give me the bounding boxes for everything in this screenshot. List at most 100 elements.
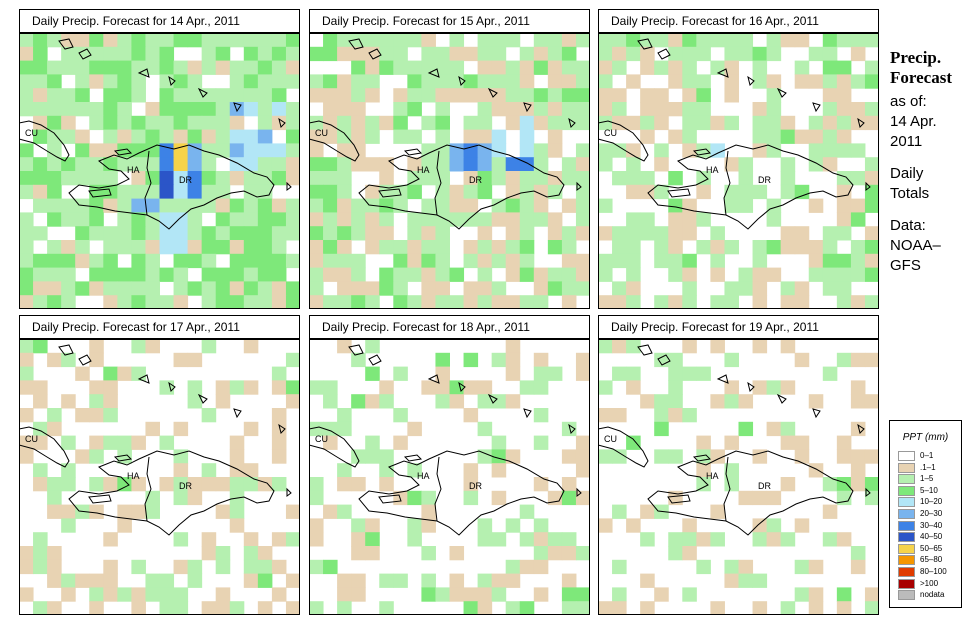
precip-cell [738, 267, 754, 282]
legend-swatch [898, 532, 915, 543]
precip-cell [351, 546, 366, 561]
precip-cell [752, 490, 768, 506]
coastline-cuba [309, 426, 360, 468]
precip-cell [598, 143, 613, 158]
precip-cell [337, 171, 352, 186]
precip-cell [640, 504, 655, 519]
precip-cell [285, 129, 300, 144]
precip-cell [257, 253, 273, 269]
precip-cell [285, 115, 300, 131]
precip-cell [33, 546, 48, 561]
precip-cell [533, 198, 549, 213]
precip-cell [463, 352, 479, 368]
precip-cell [561, 171, 577, 186]
legend-item: 30–40 [898, 520, 960, 532]
precip-cell [103, 74, 118, 89]
precip-cell [145, 226, 160, 241]
precip-cell [229, 477, 245, 492]
precip-cell [864, 115, 879, 131]
precip-cell [117, 226, 132, 241]
precip-cell [668, 226, 683, 241]
precip-cell [850, 143, 866, 158]
precip-cell [145, 587, 160, 602]
precip-cell [421, 490, 436, 506]
precip-cell [89, 380, 104, 395]
precip-cell [780, 295, 796, 309]
precip-cell [229, 129, 245, 144]
precip-cell [33, 102, 48, 117]
precip-cell [271, 171, 287, 186]
precip-cell [131, 171, 146, 186]
precip-cell [421, 74, 436, 89]
precip-cell [724, 240, 739, 255]
precip-cell [351, 74, 366, 89]
precip-cell [766, 212, 782, 227]
precip-cell [103, 477, 118, 492]
precip-cell [477, 267, 493, 282]
precip-cell [738, 490, 754, 506]
label-ha: HA [417, 165, 430, 175]
precip-cell [612, 587, 627, 602]
precip-cell [533, 88, 549, 103]
coastline-cuba [19, 120, 70, 162]
precip-cell [724, 352, 739, 368]
precip-cell [612, 366, 627, 381]
legend-label: 10–20 [920, 497, 943, 507]
precip-cell [407, 226, 422, 241]
precip-cell [117, 212, 132, 227]
precip-cell [337, 226, 352, 241]
precip-cell [285, 394, 300, 409]
precip-cell [379, 601, 394, 615]
precip-cell [407, 532, 422, 547]
precip-cell [575, 143, 590, 158]
precip-cell [463, 184, 479, 200]
precip-cell [794, 587, 810, 602]
precip-cell [379, 157, 394, 172]
precip-cell [547, 267, 563, 282]
precip-cell [547, 129, 563, 144]
precip-cell [640, 46, 655, 62]
precip-cell [626, 184, 641, 200]
precip-cell [533, 102, 549, 117]
precip-cell [850, 421, 866, 437]
precip-cell [103, 281, 118, 296]
precip-cell [435, 394, 450, 409]
precip-cell [575, 587, 590, 602]
precip-cell [323, 435, 338, 450]
legend-item: 0–1 [898, 451, 960, 462]
precip-cell [654, 253, 669, 269]
legend-item: 20–30 [898, 509, 960, 520]
coastline-gonave [378, 494, 402, 504]
precip-cell [103, 60, 118, 75]
precip-cell [547, 281, 563, 296]
precip-cell [780, 226, 796, 241]
precip-cell [61, 102, 76, 117]
precip-cell [738, 281, 754, 296]
precip-cell [365, 240, 380, 255]
precip-cell [173, 267, 189, 282]
precip-cell [421, 157, 436, 172]
precip-cell [173, 184, 189, 200]
precip-cell [337, 198, 352, 213]
precip-cell [33, 226, 48, 241]
legend-swatch [898, 567, 915, 577]
precip-cell [626, 143, 641, 158]
precip-cell [477, 102, 493, 117]
precip-cell [491, 46, 507, 62]
precip-cell [626, 366, 641, 381]
precip-cell [561, 60, 577, 75]
precip-cell [215, 102, 231, 117]
map-frame [309, 33, 590, 309]
precip-cell [654, 88, 669, 103]
precip-cell [724, 573, 739, 588]
precip-cell [145, 295, 160, 309]
coastline-hispaniola [358, 450, 565, 536]
precip-cell [309, 212, 324, 227]
precip-cell [351, 281, 366, 296]
precip-cell [201, 281, 217, 296]
precip-cell [243, 33, 259, 48]
precip-cell [19, 102, 34, 117]
precip-cell [337, 408, 352, 423]
precip-cell [201, 46, 217, 62]
precip-cell [365, 88, 380, 103]
